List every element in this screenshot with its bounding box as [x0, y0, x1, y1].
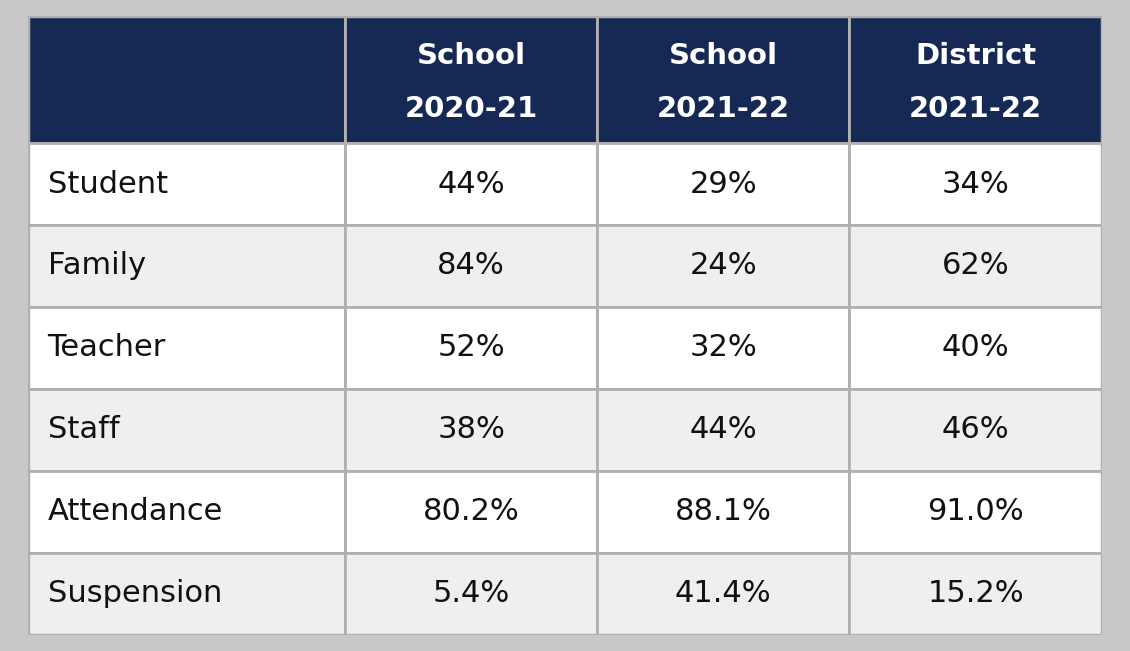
- Text: 52%: 52%: [437, 333, 505, 363]
- Bar: [28, 143, 345, 225]
- Bar: [28, 307, 345, 389]
- Bar: [850, 553, 1102, 635]
- Bar: [345, 471, 598, 553]
- Text: School: School: [669, 42, 777, 70]
- Text: 44%: 44%: [689, 415, 757, 445]
- Bar: [850, 389, 1102, 471]
- Text: 88.1%: 88.1%: [675, 497, 772, 526]
- Bar: [850, 471, 1102, 553]
- Bar: [598, 553, 850, 635]
- Text: 32%: 32%: [689, 333, 757, 363]
- Text: 29%: 29%: [689, 169, 757, 199]
- Bar: [345, 553, 598, 635]
- Text: Student: Student: [47, 169, 167, 199]
- Text: 2021-22: 2021-22: [657, 95, 790, 123]
- Text: Suspension: Suspension: [47, 579, 221, 608]
- Bar: [850, 16, 1102, 143]
- Text: 84%: 84%: [437, 251, 505, 281]
- Text: 34%: 34%: [941, 169, 1009, 199]
- Text: 46%: 46%: [941, 415, 1009, 445]
- Text: 24%: 24%: [689, 251, 757, 281]
- Text: District: District: [915, 42, 1036, 70]
- Bar: [345, 143, 598, 225]
- Bar: [850, 225, 1102, 307]
- Bar: [850, 307, 1102, 389]
- Text: 5.4%: 5.4%: [433, 579, 510, 608]
- Bar: [345, 225, 598, 307]
- Bar: [28, 553, 345, 635]
- Text: 91.0%: 91.0%: [928, 497, 1024, 526]
- Bar: [850, 143, 1102, 225]
- Bar: [598, 471, 850, 553]
- Bar: [598, 143, 850, 225]
- Text: 40%: 40%: [941, 333, 1009, 363]
- Bar: [28, 16, 345, 143]
- Bar: [345, 16, 598, 143]
- Bar: [598, 16, 850, 143]
- Bar: [345, 389, 598, 471]
- Text: Staff: Staff: [47, 415, 119, 445]
- Text: 2020-21: 2020-21: [405, 95, 538, 123]
- Text: 38%: 38%: [437, 415, 505, 445]
- Bar: [598, 225, 850, 307]
- Bar: [28, 389, 345, 471]
- Text: 62%: 62%: [941, 251, 1009, 281]
- Text: 44%: 44%: [437, 169, 505, 199]
- Text: 2021-22: 2021-22: [909, 95, 1042, 123]
- Text: 15.2%: 15.2%: [928, 579, 1024, 608]
- Bar: [598, 389, 850, 471]
- Bar: [345, 307, 598, 389]
- Bar: [598, 307, 850, 389]
- Bar: [28, 225, 345, 307]
- Text: 41.4%: 41.4%: [675, 579, 772, 608]
- Text: Family: Family: [47, 251, 146, 281]
- Text: Attendance: Attendance: [47, 497, 223, 526]
- Text: Teacher: Teacher: [47, 333, 166, 363]
- Bar: [28, 471, 345, 553]
- Text: 80.2%: 80.2%: [423, 497, 520, 526]
- Text: School: School: [417, 42, 525, 70]
